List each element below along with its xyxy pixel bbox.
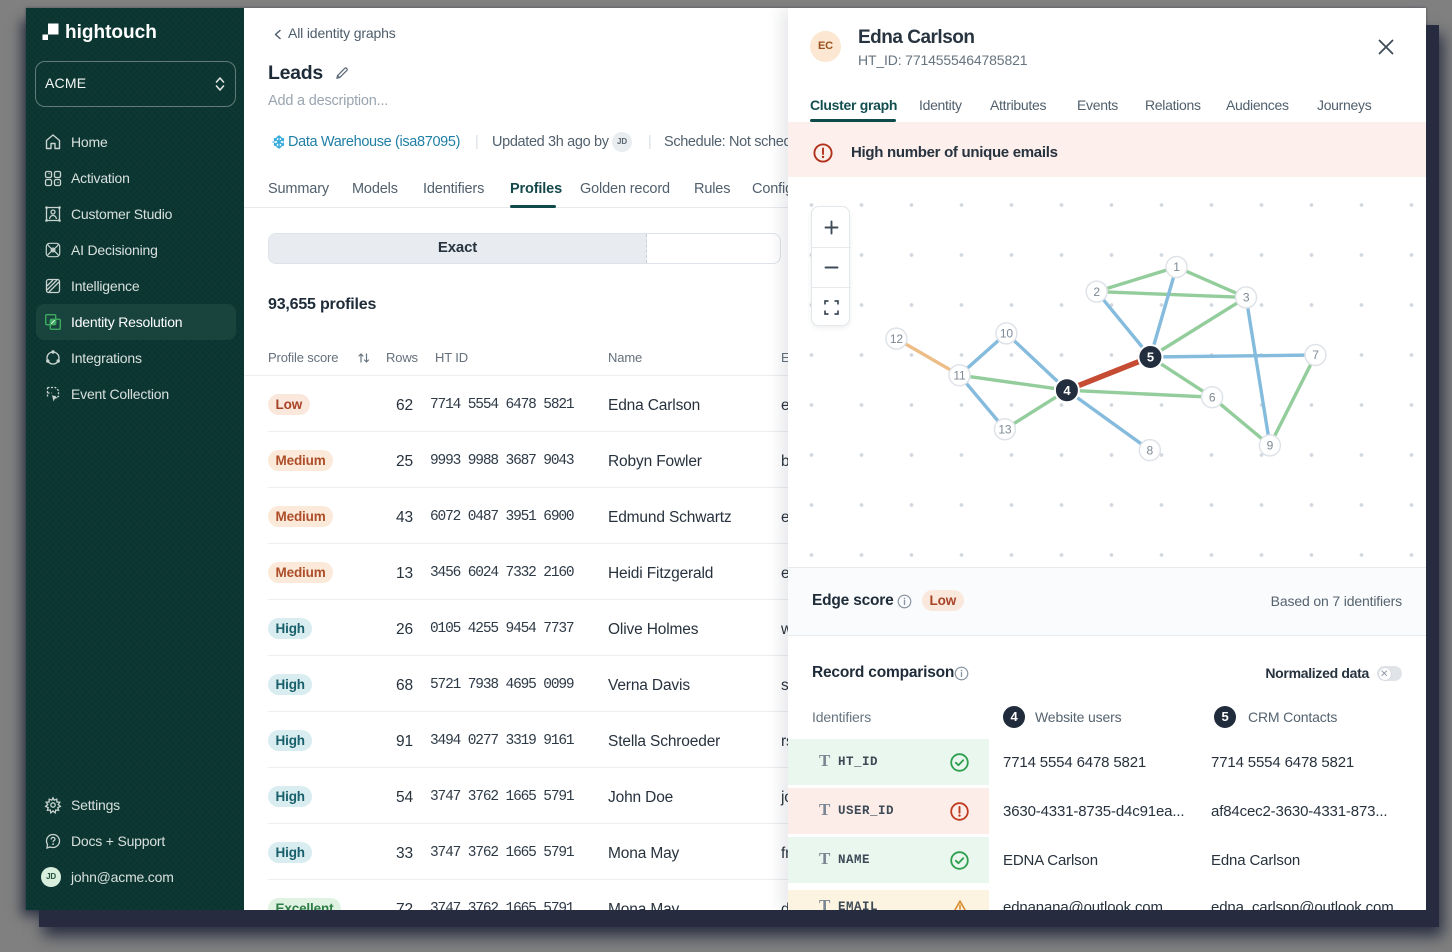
svg-text:12: 12 (890, 332, 904, 346)
svg-text:2: 2 (1093, 285, 1100, 299)
svg-text:13: 13 (998, 422, 1012, 436)
svg-text:3: 3 (1243, 291, 1250, 305)
svg-text:6: 6 (1209, 390, 1216, 404)
svg-text:5: 5 (1147, 350, 1154, 365)
svg-text:8: 8 (1147, 443, 1154, 457)
svg-text:11: 11 (953, 368, 966, 382)
svg-text:4: 4 (1063, 383, 1071, 398)
svg-text:9: 9 (1267, 439, 1274, 453)
svg-text:7: 7 (1312, 348, 1319, 362)
svg-text:1: 1 (1173, 260, 1180, 274)
svg-text:10: 10 (1000, 327, 1014, 341)
